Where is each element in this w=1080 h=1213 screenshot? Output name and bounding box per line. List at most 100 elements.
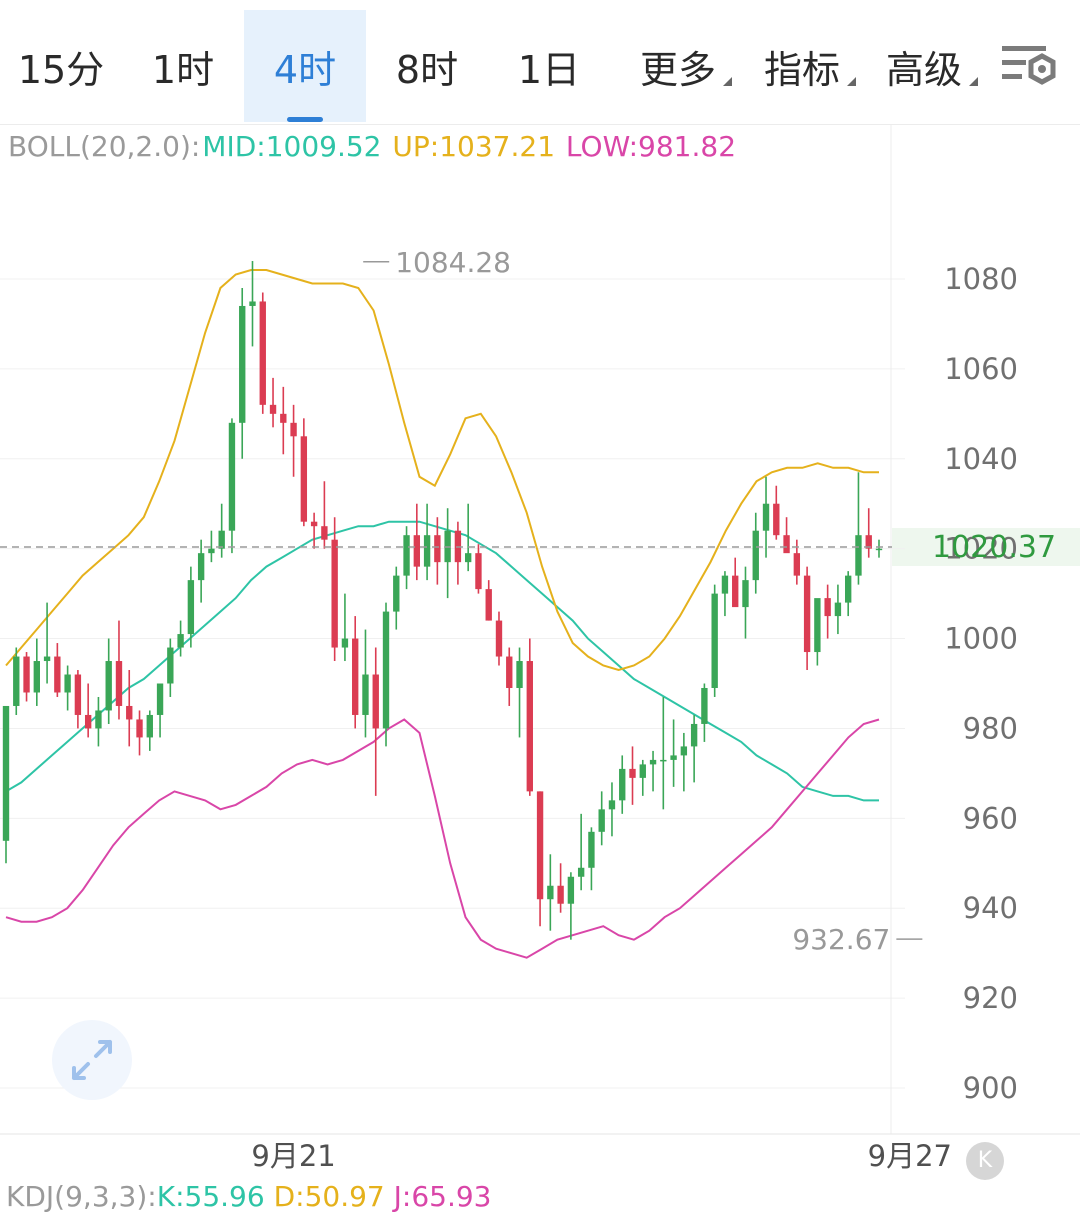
candle-body	[167, 647, 174, 684]
candle-body	[680, 746, 688, 756]
candle-body	[382, 611, 390, 729]
candle-body	[793, 553, 801, 576]
candle-body	[208, 548, 215, 554]
candle-body	[218, 530, 225, 549]
candle-body	[259, 301, 266, 405]
y-tick-label: 1000	[944, 622, 1018, 656]
tab-more[interactable]: 更多	[622, 10, 734, 122]
candle-body	[115, 661, 123, 706]
candle-body	[54, 656, 61, 693]
candle-body	[23, 656, 30, 693]
expand-arrows-icon[interactable]	[52, 1020, 132, 1100]
candle-body	[721, 575, 729, 594]
candle-body	[834, 602, 842, 617]
candle-body	[33, 661, 40, 693]
candle-body	[423, 535, 431, 567]
candle-body	[434, 535, 441, 563]
boll-up-line	[5, 269, 879, 672]
y-tick-label: 1060	[944, 352, 1018, 386]
candle-body	[598, 809, 605, 832]
boll-low-line	[5, 718, 880, 959]
tab-4hour[interactable]: 4时	[244, 10, 366, 122]
candle-body	[629, 768, 636, 778]
candle-body	[84, 714, 92, 729]
tab-label: 指标	[763, 47, 840, 92]
tab-label: 15分	[17, 47, 105, 92]
candle-body	[752, 530, 759, 581]
candlestick-chart[interactable]: 1080 1060 1040 1020 1000 980 960 940 920 900 9月21 9…	[0, 124, 1080, 1180]
candle-body	[13, 656, 20, 706]
boll-up: UP:1037.21	[392, 130, 556, 163]
tab-label: 高级	[885, 47, 962, 92]
candle-body	[464, 553, 472, 563]
candle-body	[352, 638, 359, 715]
candle-body	[372, 674, 379, 729]
tab-advanced[interactable]: 高级	[868, 10, 980, 122]
current-price-label: 1020.37	[932, 530, 1057, 565]
candle-body	[177, 634, 184, 648]
candle-body	[228, 422, 236, 531]
candle-body	[619, 768, 626, 801]
y-tick-label: 960	[963, 801, 1018, 835]
chart-settings-icon[interactable]	[1000, 42, 1058, 94]
candle-body	[126, 705, 133, 720]
candle-body	[485, 589, 492, 621]
y-tick-label: 1020	[944, 532, 1018, 566]
candle-body	[577, 867, 585, 877]
candle-body	[321, 526, 328, 540]
candle-body	[239, 305, 246, 423]
candle-body	[855, 535, 862, 576]
candle-body	[660, 759, 667, 762]
tab-1day[interactable]: 1日	[488, 10, 610, 122]
candle-body	[290, 422, 297, 437]
kdj-k: K:55.96	[156, 1180, 265, 1213]
x-date-label: 9月27	[868, 1139, 952, 1173]
candle-body	[43, 656, 51, 662]
candle-body	[701, 687, 708, 724]
candle-body	[516, 661, 523, 688]
kdj-d: D:50.97	[273, 1180, 385, 1213]
y-tick-label: 1080	[944, 262, 1018, 296]
candle-body	[783, 535, 790, 554]
kdj-name: KDJ(9,3,3):	[6, 1180, 157, 1213]
candle-body	[310, 521, 318, 527]
candle-body	[608, 800, 616, 810]
candle-body	[475, 553, 482, 590]
boll-mid: MID:1009.52	[202, 130, 382, 163]
candle-body	[156, 683, 164, 715]
y-tick-label: 900	[963, 1071, 1018, 1105]
candle-body	[280, 413, 287, 423]
y-tick-label: 980	[963, 711, 1018, 745]
candle-body	[711, 593, 718, 688]
candle-body	[362, 674, 369, 715]
candle-body	[403, 535, 410, 576]
candle-body	[393, 575, 400, 612]
tab-1hour[interactable]: 1时	[122, 10, 244, 122]
candle-body	[269, 404, 277, 414]
candle-body	[506, 656, 513, 688]
candle-body	[187, 580, 195, 635]
candle-body	[495, 620, 503, 657]
candle-body	[95, 710, 102, 729]
candle-body	[803, 575, 811, 653]
high-marker-label: 1084.28	[395, 246, 511, 279]
tab-15min[interactable]: 15分	[0, 10, 122, 122]
tab-label: 更多	[639, 47, 716, 92]
collapse-k-icon[interactable]: K	[966, 1142, 1004, 1180]
tab-label: 1时	[151, 47, 215, 92]
kdj-j: J:65.93	[393, 1180, 492, 1213]
candle-body	[547, 885, 554, 900]
boll-legend: BOLL(20,2.0):MID:1009.52 UP:1037.21 LOW:…	[8, 130, 738, 163]
candle-body	[814, 598, 821, 653]
y-tick-label: 920	[963, 981, 1018, 1015]
candle-body	[690, 723, 698, 747]
candle-body	[249, 301, 256, 306]
x-date-label: 9月21	[251, 1139, 335, 1173]
tab-indicators[interactable]: 指标	[746, 10, 858, 122]
dropdown-triangle-icon	[723, 77, 732, 86]
timeframe-tab-bar: 15分 1时 4时 8时 1日 更多 指标 高级	[0, 0, 1080, 125]
y-tick-label: 940	[963, 891, 1018, 925]
dropdown-triangle-icon	[969, 77, 978, 86]
candle-body	[588, 831, 595, 868]
tab-8hour[interactable]: 8时	[366, 10, 488, 122]
